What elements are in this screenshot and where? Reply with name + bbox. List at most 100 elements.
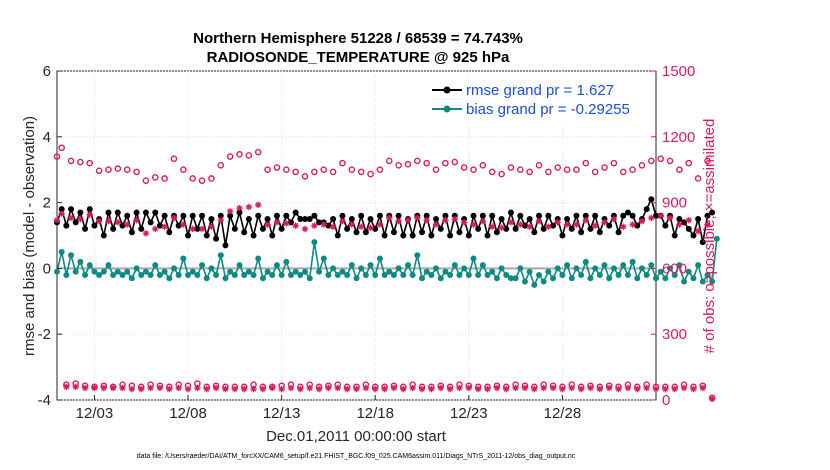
rmse-point	[147, 219, 154, 226]
rmse-point	[582, 212, 589, 219]
bias-point	[287, 271, 294, 278]
rmse-point	[86, 206, 93, 213]
rmse-point	[222, 242, 229, 249]
bias-point	[456, 271, 463, 278]
rmse-point	[456, 229, 463, 236]
bias-point	[404, 262, 411, 269]
obs-assimilated-stroke	[321, 221, 327, 228]
bias-point	[86, 262, 93, 269]
obs-assimilated-point	[334, 384, 341, 392]
obs-possible-point	[704, 157, 711, 165]
obs-assimilated-point	[563, 221, 571, 228]
rmse-point	[100, 232, 107, 239]
obs-assimilated-point	[325, 384, 332, 392]
bias-point	[442, 268, 449, 275]
bias-point	[400, 271, 407, 278]
obs-possible-point	[629, 166, 636, 173]
rmse-point	[484, 232, 491, 239]
obs-assimilated-stroke	[480, 218, 486, 224]
obs-possible-point	[442, 159, 449, 167]
obs-possible-point	[311, 168, 318, 176]
obs-assimilated-stroke	[419, 386, 425, 392]
bias-point	[657, 268, 664, 275]
x-tick-label: 12/28	[544, 405, 582, 422]
obs-possible-point	[357, 168, 365, 176]
obs-assimilated-stroke	[91, 385, 98, 391]
bias-point	[437, 275, 444, 282]
obs-assimilated-stroke	[466, 385, 472, 391]
rmse-point	[189, 212, 196, 219]
bias-point	[217, 252, 224, 259]
bias-point	[447, 271, 454, 278]
bias-point	[175, 271, 182, 278]
obs-possible-point	[657, 155, 664, 163]
obs-possible-point	[348, 166, 356, 173]
obs-assimilated-stroke	[283, 220, 290, 227]
bias-point	[170, 265, 177, 272]
obs-assimilated-point	[184, 385, 192, 393]
obs-assimilated-point	[432, 221, 440, 228]
y-tick-label-right: 1500	[662, 63, 695, 80]
obs-assimilated-point	[255, 201, 262, 208]
obs-assimilated-point	[283, 220, 290, 227]
obs-assimilated-point	[175, 384, 182, 392]
obs-assimilated-stroke	[489, 224, 495, 230]
rmse-point	[564, 216, 571, 223]
obs-possible-point	[545, 168, 552, 176]
bias-point	[517, 265, 524, 272]
rmse-point	[475, 225, 482, 232]
bias-point	[713, 235, 720, 242]
y-tick-label-right: 300	[662, 326, 687, 343]
obs-assimilated-stroke	[87, 211, 93, 218]
obs-assimilated-stroke	[470, 221, 477, 228]
obs-assimilated-stroke	[695, 228, 701, 234]
bias-point	[587, 275, 594, 282]
obs-assimilated-stroke	[433, 221, 439, 228]
obs-assimilated-stroke	[278, 386, 285, 392]
bias-point	[278, 271, 285, 278]
rmse-point	[58, 206, 65, 213]
rmse-point	[615, 229, 622, 236]
obs-assimilated-point	[362, 384, 370, 392]
obs-assimilated-point	[105, 218, 112, 225]
obs-assimilated-point	[577, 385, 585, 393]
obs-assimilated-stroke	[634, 386, 640, 392]
rmse-point	[512, 225, 519, 232]
obs-assimilated-point	[690, 385, 697, 393]
bias-point	[545, 268, 552, 275]
legend-bias-marker	[443, 105, 451, 113]
bias-point	[667, 265, 674, 272]
obs-assimilated-stroke	[391, 385, 397, 391]
bias-point	[339, 268, 346, 275]
obs-assimilated-stroke	[587, 385, 594, 391]
bias-point	[353, 275, 360, 282]
obs-assimilated-point	[372, 385, 379, 393]
rmse-point	[526, 216, 533, 223]
obs-assimilated-point	[648, 214, 655, 222]
obs-assimilated-stroke	[269, 385, 275, 391]
legend-rmse-marker	[443, 86, 451, 94]
obs-assimilated-point	[456, 384, 463, 392]
rmse-point	[227, 212, 234, 219]
obs-assimilated-point	[620, 223, 627, 230]
y-tick-label-left: -4	[38, 392, 51, 409]
obs-assimilated-stroke	[601, 219, 608, 226]
obs-assimilated-point	[311, 222, 318, 229]
obs-assimilated-stroke	[232, 386, 238, 392]
bias-point	[302, 268, 309, 275]
obs-assimilated-stroke	[129, 386, 135, 392]
rmse-point	[442, 212, 449, 219]
obs-assimilated-point	[629, 221, 636, 228]
obs-assimilated-stroke	[381, 386, 388, 392]
legend-box	[427, 79, 651, 121]
bias-point	[610, 265, 617, 272]
obs-assimilated-stroke	[643, 385, 650, 391]
obs-assimilated-point	[133, 216, 140, 224]
bias-point	[643, 271, 650, 278]
bias-point	[578, 271, 585, 278]
obs-assimilated-stroke	[311, 222, 318, 229]
obs-possible-point	[526, 168, 533, 176]
rmse-point	[138, 225, 145, 232]
bias-point	[629, 258, 636, 265]
